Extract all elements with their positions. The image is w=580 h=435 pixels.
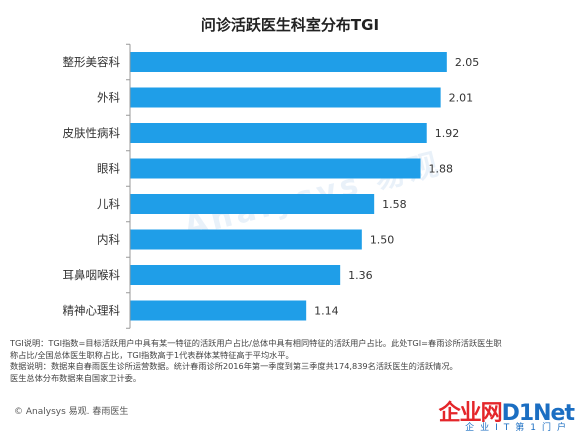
logo-part-1: 企业网 [438,401,503,426]
category-label-5: 内科 [97,233,120,247]
bar-2 [130,123,427,143]
value-label-0: 2.05 [455,56,480,69]
value-label-2: 1.92 [435,127,460,140]
source-credit: © Analysys 易观. 春雨医生 [14,407,129,417]
note-tgi-explanation-1: TGI说明：TGI指数=目标活跃用户中具有某一特征的活跃用户占比/总体中具有相同… [10,338,502,348]
d1net-logo: 企业网D1Net 企业IT第1门户 [434,395,575,433]
value-label-4: 1.58 [382,198,407,211]
tgi-bar-chart: 整形美容科 2.05 外科 2.01 皮肤性病科 1.92 眼科 1.88 儿科 1.58 内科 1.… [63,43,480,329]
category-label-3: 眼科 [97,162,120,176]
category-label-2: 皮肤性病科 [63,126,121,140]
bar-3 [130,158,421,179]
logo-text: 企业网D1Net [438,395,575,427]
note-data-source: 数据说明：数据来自春雨医生诊所运营数据。统计春雨诊所2016年第一季度到第三季度… [10,361,458,371]
logo-part-2: D1Net [501,401,575,426]
bar-5 [130,229,362,250]
bar-7 [130,300,307,321]
note-tgi-explanation-2: 称占比/全国总体医生职称占比，TGI指数高于1代表群体某特征高于平均水平。 [10,349,294,360]
bar-1 [130,87,441,108]
logo-tagline: 企业IT第1门户 [465,423,572,433]
chart-notes: TGI说明：TGI指数=目标活跃用户中具有某一特征的活跃用户占比/总体中具有相同… [10,338,575,384]
bar-6 [130,265,341,285]
category-label-6: 耳鼻咽喉科 [63,268,121,282]
value-label-6: 1.36 [348,269,373,282]
value-label-7: 1.14 [314,305,339,318]
category-label-4: 儿科 [97,197,120,211]
category-label-7: 精神心理科 [63,304,121,318]
bar-4 [130,194,375,214]
bar-0 [130,52,447,72]
note-doctor-distribution: 医生总体分布数据来自国家卫计委。 [10,372,142,383]
category-label-0: 整形美容科 [63,55,121,69]
category-label-1: 外科 [97,91,120,105]
value-label-1: 2.01 [449,92,474,105]
chart-title: 问诊活跃医生科室分布TGI [200,16,380,34]
value-label-3: 1.88 [429,163,454,176]
value-label-5: 1.50 [370,234,395,247]
